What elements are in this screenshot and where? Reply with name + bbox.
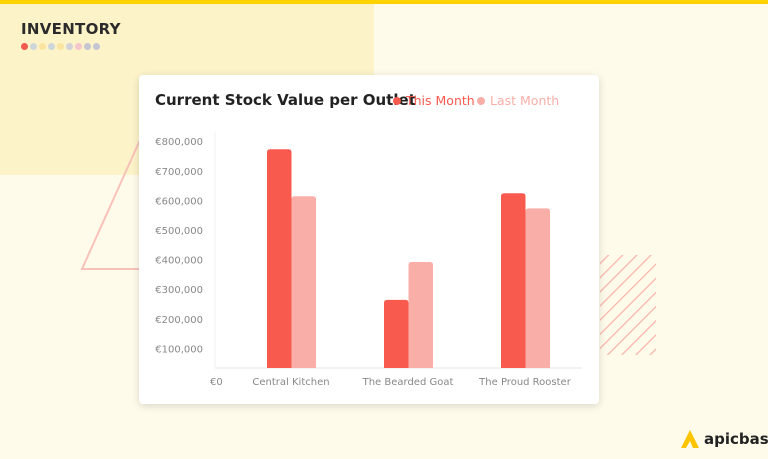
page-title: INVENTORY	[21, 20, 121, 38]
color-dot	[93, 43, 100, 50]
bar-this-month	[384, 299, 409, 368]
y-tick-label: €700,000	[155, 167, 203, 178]
y-tick-label: €400,000	[155, 256, 203, 267]
bar-last-month	[525, 208, 550, 368]
color-dot	[21, 43, 28, 50]
apicbase-logo-icon	[681, 430, 699, 448]
bar-last-month	[291, 196, 316, 368]
bar-this-month	[267, 149, 292, 368]
legend-last-month[interactable]: Last Month	[477, 93, 559, 108]
color-dot	[57, 43, 64, 50]
color-dot	[39, 43, 46, 50]
y-tick-label: €300,000	[155, 285, 203, 296]
legend-label: This Month	[406, 93, 475, 108]
color-dot	[84, 43, 91, 50]
bar-last-month	[408, 261, 433, 368]
top-accent-bar	[0, 0, 768, 4]
color-dots	[21, 43, 100, 50]
y-tick-label: €800,000	[155, 137, 203, 148]
x-tick-label: The Bearded Goat	[362, 377, 454, 388]
brand-name: apicbase	[704, 430, 768, 448]
color-dot	[75, 43, 82, 50]
y-tick-label: €100,000	[155, 344, 203, 355]
color-dot	[66, 43, 73, 50]
legend-dot	[393, 96, 401, 105]
bar-this-month	[501, 193, 526, 368]
color-dot	[48, 43, 55, 50]
color-dot	[30, 43, 37, 50]
hatch-decoration	[600, 255, 656, 355]
legend-dot	[477, 96, 485, 105]
chart-title: Current Stock Value per Outlet	[155, 91, 416, 109]
x-tick-label: The Proud Rooster	[478, 377, 572, 388]
y-tick-label: €600,000	[155, 196, 203, 207]
x-tick-label: Central Kitchen	[252, 377, 329, 388]
y-tick-label: €500,000	[155, 226, 203, 237]
y-tick-label: €0	[210, 377, 223, 388]
apicbase-logo: apicbase	[680, 429, 768, 449]
legend-label: Last Month	[490, 93, 560, 108]
y-tick-label: €200,000	[155, 315, 203, 326]
legend-this-month[interactable]: This Month	[393, 93, 475, 108]
